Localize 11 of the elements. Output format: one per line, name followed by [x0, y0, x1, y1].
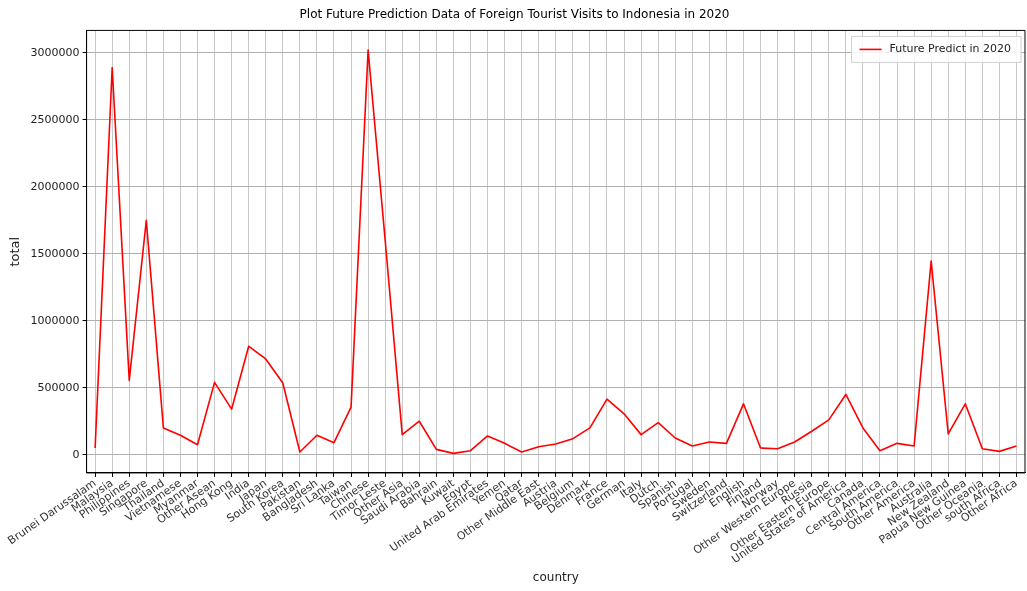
y-tick-label: 0	[72, 447, 80, 461]
x-axis-title: country	[532, 569, 579, 584]
y-tick-label: 500000	[37, 380, 80, 394]
chart-title: Plot Future Prediction Data of Foreign Tourist Visits to Indonesia in 2020	[299, 7, 730, 22]
y-tick-label: 1500000	[30, 246, 80, 260]
y-tick-label: 2500000	[30, 112, 80, 126]
legend-label: Future Predict in 2020	[889, 42, 1012, 56]
y-tick-label: 2000000	[30, 179, 80, 193]
y-tick-label: 3000000	[30, 45, 80, 59]
y-tick-label: 1000000	[30, 313, 80, 327]
y-axis-title: total	[7, 236, 23, 267]
